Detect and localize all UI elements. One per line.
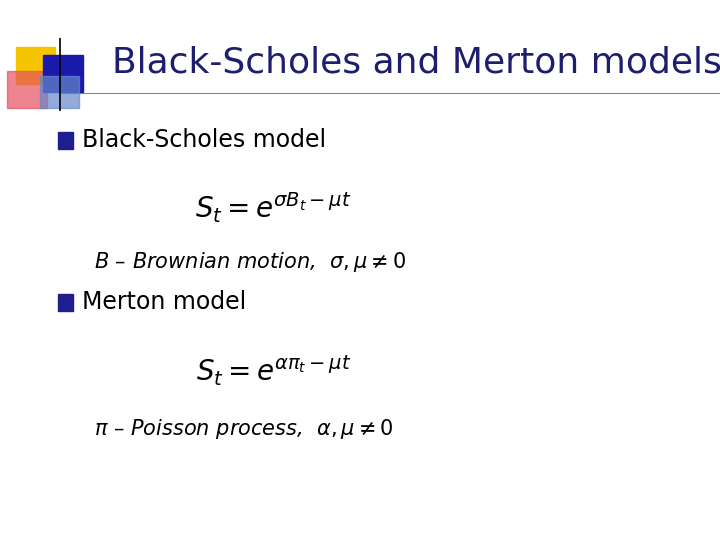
Bar [40, 76, 79, 108]
Bar [58, 132, 73, 149]
Text: $S_t = e^{\alpha \pi_t - \mu t}$: $S_t = e^{\alpha \pi_t - \mu t}$ [196, 353, 351, 387]
Text: $\pi$ – Poisson process,  $\alpha, \mu \neq 0$: $\pi$ – Poisson process, $\alpha, \mu \n… [94, 417, 393, 441]
Bar [16, 47, 55, 84]
Text: $B$ – Brownian motion,  $\sigma, \mu \neq 0$: $B$ – Brownian motion, $\sigma, \mu \neq… [94, 250, 406, 274]
Text: $S_t = e^{\sigma B_t - \mu t}$: $S_t = e^{\sigma B_t - \mu t}$ [195, 191, 352, 225]
Bar [7, 71, 47, 108]
Text: Black-Scholes and Merton models: Black-Scholes and Merton models [112, 45, 720, 79]
Bar [58, 294, 73, 310]
Bar [43, 55, 83, 92]
Text: Merton model: Merton model [82, 291, 246, 314]
Text: Black-Scholes model: Black-Scholes model [82, 129, 326, 152]
